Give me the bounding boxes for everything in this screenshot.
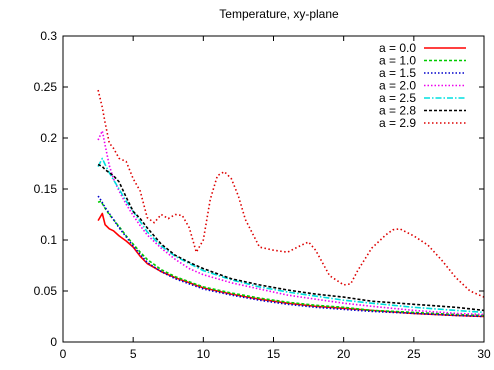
y-tick-label: 0.2 bbox=[40, 131, 57, 145]
y-axis-ticks: 0 0.05 0.1 0.15 0.2 0.25 0.3 bbox=[34, 29, 484, 349]
x-tick-label: 25 bbox=[407, 347, 421, 361]
series-line bbox=[97, 163, 485, 312]
x-tick-label: 5 bbox=[130, 347, 137, 361]
legend-label: a = 0.0 bbox=[379, 41, 416, 55]
plot-frame bbox=[62, 35, 485, 343]
legend-label: a = 2.9 bbox=[379, 116, 416, 130]
y-tick-label: 0 bbox=[50, 335, 57, 349]
legend-label: a = 2.5 bbox=[379, 91, 416, 105]
legend-label: a = 1.5 bbox=[379, 66, 416, 80]
legend-label: a = 2.0 bbox=[379, 79, 416, 93]
legend-label: a = 2.8 bbox=[379, 104, 416, 118]
series-line bbox=[97, 130, 485, 316]
series-layer bbox=[97, 89, 485, 318]
x-tick-label: 0 bbox=[60, 347, 67, 361]
chart-title: Temperature, xy-plane bbox=[219, 7, 339, 21]
series-line bbox=[97, 89, 485, 298]
x-axis-ticks: 0 5 10 15 20 25 30 bbox=[60, 36, 491, 361]
y-tick-label: 0.3 bbox=[40, 29, 57, 43]
legend-label: a = 1.0 bbox=[379, 54, 416, 68]
x-tick-label: 20 bbox=[337, 347, 351, 361]
y-tick-label: 0.15 bbox=[34, 182, 58, 196]
y-tick-label: 0.1 bbox=[40, 233, 57, 247]
x-tick-label: 10 bbox=[197, 347, 211, 361]
x-tick-label: 30 bbox=[477, 347, 491, 361]
y-tick-label: 0.05 bbox=[34, 284, 58, 298]
y-tick-label: 0.25 bbox=[34, 80, 58, 94]
legend: a = 0.0a = 1.0a = 1.5a = 2.0a = 2.5a = 2… bbox=[379, 41, 466, 130]
x-tick-label: 15 bbox=[267, 347, 281, 361]
series-line bbox=[97, 200, 485, 317]
series-line bbox=[97, 157, 485, 314]
series-line bbox=[97, 195, 485, 318]
